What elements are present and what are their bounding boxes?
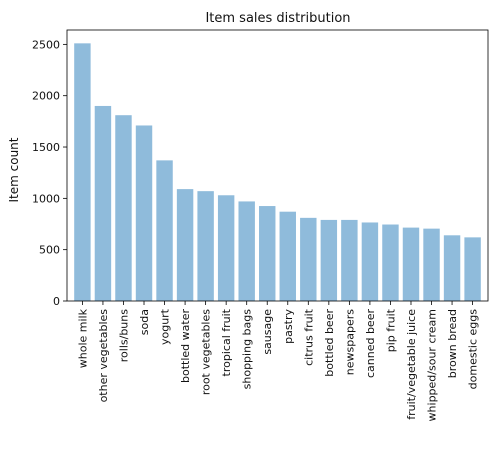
x-tick-label: rolls/buns bbox=[117, 309, 130, 362]
y-tick-label: 1000 bbox=[32, 192, 60, 205]
bar-whipped-sour-cream bbox=[423, 228, 440, 301]
y-tick-label: 2500 bbox=[32, 38, 60, 51]
x-tick-label: soda bbox=[138, 309, 151, 335]
bar-tropical-fruit bbox=[217, 195, 235, 301]
x-tick-label: bottled beer bbox=[323, 309, 336, 377]
chart-title: Item sales distribution bbox=[205, 11, 350, 26]
x-tick-label: canned beer bbox=[364, 309, 377, 378]
bar-pastry bbox=[279, 211, 296, 301]
x-tick-label: fruit/vegetable juice bbox=[405, 309, 418, 420]
bars-layer bbox=[74, 43, 481, 302]
bar-citrus-fruit bbox=[300, 217, 317, 301]
x-tick-label: pip fruit bbox=[384, 308, 397, 352]
bar-domestic-eggs bbox=[464, 237, 481, 301]
bar-root-vegetables bbox=[197, 191, 214, 301]
y-tick-label: 500 bbox=[39, 244, 60, 257]
x-tick-label: bottled water bbox=[179, 309, 192, 383]
x-tick-label: other vegetables bbox=[97, 309, 110, 403]
bar-newspapers bbox=[341, 219, 358, 301]
x-tick-label: tropical fruit bbox=[220, 308, 233, 376]
y-axis-ticks: 0 500 1000 1500 2000 2500 bbox=[32, 38, 67, 308]
y-tick-label: 0 bbox=[53, 295, 60, 308]
x-tick-label: newspapers bbox=[343, 309, 356, 375]
x-tick-label: pastry bbox=[282, 309, 295, 344]
x-tick-label: citrus fruit bbox=[302, 308, 315, 366]
bar-soda bbox=[135, 125, 153, 301]
x-tick-label: sausage bbox=[261, 309, 274, 355]
bar-brown-bread bbox=[443, 235, 461, 301]
bar-fruit-vegetable-juice bbox=[402, 227, 420, 301]
bar-yogurt bbox=[156, 160, 173, 301]
bar-bottled-water bbox=[176, 189, 194, 301]
y-tick-label: 2000 bbox=[32, 90, 60, 103]
bar-pip-fruit bbox=[382, 224, 399, 301]
x-tick-label: whole milk bbox=[76, 308, 89, 368]
plot-frame bbox=[66, 29, 489, 302]
bar-rolls-buns bbox=[115, 115, 132, 301]
bar-shopping-bags bbox=[238, 201, 255, 301]
x-tick-label: domestic eggs bbox=[467, 309, 480, 390]
bar-canned-beer bbox=[361, 222, 379, 301]
bar-whole-milk bbox=[74, 43, 91, 302]
x-tick-label: root vegetables bbox=[200, 309, 213, 395]
x-axis-ticks: whole milk other vegetables rolls/buns soda… bbox=[76, 301, 480, 421]
bar-sausage bbox=[259, 206, 276, 301]
y-axis-label: Item count bbox=[7, 137, 21, 202]
x-tick-label: whipped/sour cream bbox=[426, 309, 439, 421]
x-tick-label: shopping bags bbox=[241, 309, 254, 390]
x-tick-label: yogurt bbox=[159, 308, 172, 345]
bar-other-vegetables bbox=[94, 105, 112, 302]
x-tick-label: brown bread bbox=[446, 309, 459, 378]
y-tick-label: 1500 bbox=[32, 141, 60, 154]
bar-bottled-beer bbox=[320, 219, 338, 301]
